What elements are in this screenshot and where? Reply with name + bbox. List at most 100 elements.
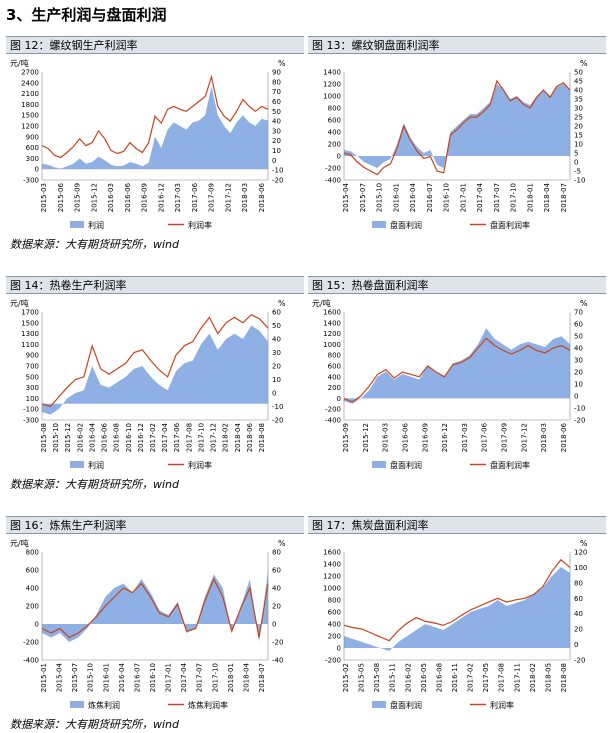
x-tick-label: 2016-08	[435, 663, 443, 692]
x-tick-label: 2017-07	[493, 183, 501, 212]
y-tick-left: -100	[23, 406, 39, 414]
chart-title: 图 14：热卷生产利润率	[6, 276, 304, 294]
x-tick-label: 2018-04	[234, 422, 242, 452]
y-tick-right: 10	[272, 376, 281, 384]
x-tick-label: 2016-02	[404, 663, 412, 692]
x-tick-label: 2015-12	[64, 423, 72, 452]
legend-label: 盘面利润	[390, 460, 422, 470]
right-unit-label: %	[580, 299, 588, 308]
legend-label: 盘面利润	[390, 220, 422, 230]
x-tick-label: 2015-03	[40, 183, 48, 212]
y-tick-right: 20	[574, 123, 583, 131]
x-tick-label: 2016-07	[426, 183, 434, 212]
y-tick-left: 300	[26, 384, 39, 392]
area-series-盘面利润	[344, 84, 570, 168]
x-tick-label: 2017-08	[498, 663, 506, 692]
x-tick-label: 2017-05	[482, 663, 490, 692]
y-tick-right: -20	[574, 657, 585, 665]
section-title: 3、生产利润与盘面利润	[6, 6, 167, 24]
x-tick-label: 2018-04	[543, 182, 551, 212]
x-tick-label: 2015-07	[71, 663, 79, 692]
y-tick-left: 1100	[21, 341, 39, 349]
y-tick-left: 2400	[21, 79, 39, 87]
chart-title: 图 13：螺纹钢盘面利润率	[308, 36, 606, 54]
x-tick-label: 2016-04	[118, 662, 126, 692]
x-tick-label: 2017-12	[210, 423, 218, 452]
x-tick-label: 2017-09	[501, 423, 509, 452]
x-tick-label: 2015-12	[362, 423, 370, 452]
x-tick-label: 2017-11	[513, 663, 521, 692]
x-tick-label: 2018-03	[241, 183, 249, 212]
y-tick-right: -5	[574, 168, 581, 176]
x-tick-label: 2016-05	[420, 663, 428, 692]
x-tick-label: 2017-03	[461, 423, 469, 452]
chart-title: 图 15：热卷盘面利润率	[308, 276, 606, 294]
x-tick-label: 2017-04	[161, 422, 169, 452]
x-tick-label: 2017-06	[481, 422, 489, 452]
x-tick-label: 2017-04	[180, 662, 188, 692]
y-tick-right: 80	[272, 549, 281, 557]
y-tick-right: -20	[272, 177, 283, 185]
legend-label: 盘面利润	[390, 700, 422, 710]
y-tick-right: -10	[272, 167, 283, 175]
x-tick-label: 2018-01	[227, 663, 235, 692]
chart-svg-fig15: 元/吨 %16001400120010008006004002000-200-40…	[312, 298, 588, 470]
legend-label: 利润	[88, 220, 104, 230]
y-tick-left: 900	[26, 352, 39, 360]
x-tick-label: 2015-04	[56, 662, 64, 692]
line-series-利润率	[41, 313, 269, 408]
chart-title: 图 16：炼焦生产利润率	[6, 516, 304, 534]
y-tick-left: 600	[26, 567, 39, 575]
x-tick-label: 2017-06	[173, 422, 181, 452]
line-series-盘面利润率	[343, 79, 571, 176]
legend-label: 利润率	[188, 220, 212, 230]
x-tick-label: 2017-10	[510, 183, 518, 212]
y-tick-left: 1800	[21, 101, 39, 109]
legend-label: 炼焦利润率	[188, 700, 228, 710]
y-tick-right: 10	[272, 147, 281, 155]
y-tick-left: 1600	[323, 309, 341, 317]
chart-svg-fig13: %1400120010008006004002000-200-400504540…	[323, 59, 588, 230]
x-tick-label: 2018-07	[560, 183, 568, 212]
legend-label: 利润率	[490, 700, 514, 710]
y-tick-right: 0	[574, 159, 578, 167]
x-tick-label: 2015-10	[52, 423, 60, 452]
x-tick-label: 2016-12	[441, 423, 449, 452]
y-tick-left: 600	[328, 363, 341, 371]
source-note: 数据来源：大有期货研究所，wind	[10, 478, 180, 491]
y-tick-right: -20	[272, 417, 283, 425]
x-tick-label: 2018-07	[258, 663, 266, 692]
y-tick-right: -10	[574, 405, 585, 413]
y-tick-right: -10	[574, 177, 585, 185]
y-tick-left: 1200	[323, 330, 341, 338]
y-tick-right: 10	[574, 381, 583, 389]
chart-panel-fig16: 图 16：炼焦生产利润率 元/吨% 800 600 400 200 0 -200 -400 80…	[6, 516, 304, 716]
y-tick-left: 400	[328, 129, 341, 137]
legend-label: 炼焦利润	[88, 700, 120, 710]
x-tick-label: 2015-06	[57, 182, 65, 212]
y-tick-left: 1500	[21, 319, 39, 327]
x-tick-label: 2017-12	[225, 183, 233, 212]
x-tick-label: 2015-09	[74, 183, 82, 212]
x-tick-label: 2017-10	[211, 663, 219, 692]
y-tick-right: 50	[272, 322, 281, 330]
y-tick-right: 30	[574, 105, 583, 113]
y-tick-left: 1400	[323, 319, 341, 327]
x-tick-label: 2017-02	[149, 423, 157, 452]
y-tick-right: 45	[574, 78, 583, 86]
legend-label: 盘面利润率	[490, 220, 530, 230]
y-tick-left: 300	[26, 155, 39, 163]
legend-label: 利润	[88, 460, 104, 470]
y-tick-left: 1000	[323, 585, 341, 593]
y-tick-right: 50	[272, 108, 281, 116]
y-tick-left: 0	[337, 153, 341, 161]
x-tick-label: 2017-02	[467, 663, 475, 692]
legend-label: 盘面利润率	[490, 460, 530, 470]
y-tick-left: 0	[35, 621, 39, 629]
chart-panel-fig17: 图 17：焦炭盘面利润率 % 1600 1400 1200 1000 800 600 400 2…	[308, 516, 606, 716]
y-tick-right: 35	[574, 96, 583, 104]
legend-swatch-area	[70, 221, 84, 228]
y-tick-left: 700	[26, 363, 39, 371]
x-tick-label: 2017-04	[476, 183, 484, 213]
y-tick-left: -400	[325, 177, 341, 185]
